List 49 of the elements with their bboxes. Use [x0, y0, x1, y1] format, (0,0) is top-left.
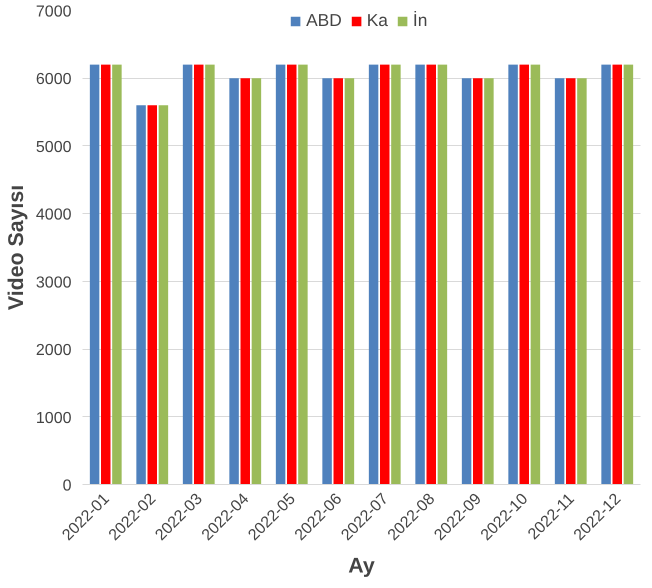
bar [112, 64, 122, 484]
bar [90, 64, 100, 484]
bar [287, 64, 296, 484]
bar [229, 78, 239, 484]
bar [276, 64, 286, 484]
y-tick-label: 7000 [36, 4, 72, 20]
bar [508, 64, 518, 484]
bar [205, 64, 215, 484]
bar [577, 78, 587, 484]
bar [484, 78, 494, 484]
bar [554, 78, 564, 484]
bar [252, 78, 262, 484]
bar [240, 78, 250, 484]
bar [624, 64, 634, 484]
legend-label: Ka [366, 10, 388, 31]
bar [148, 105, 157, 484]
bar [415, 64, 425, 484]
y-tick-label: 0 [62, 478, 72, 494]
bar [473, 78, 482, 484]
y-tick-label: 4000 [36, 206, 72, 224]
legend-label: ABD [306, 10, 342, 31]
bar [530, 64, 540, 484]
bar [334, 78, 343, 484]
bar [520, 64, 529, 484]
bar [182, 64, 192, 484]
bar [298, 64, 308, 484]
y-axis-title: Video Sayısı [4, 184, 28, 310]
bar [438, 64, 448, 484]
bar [344, 78, 354, 484]
bar [462, 78, 472, 484]
x-axis-title: Ay [348, 554, 375, 578]
bar [380, 64, 390, 484]
bar [391, 64, 401, 484]
bar [368, 64, 378, 484]
bar [426, 64, 436, 484]
bar [566, 78, 576, 484]
bar [136, 105, 146, 484]
y-tick-label: 6000 [36, 71, 72, 88]
bar [612, 64, 622, 484]
y-tick-label: 5000 [36, 138, 72, 156]
y-tick-label: 1000 [36, 410, 72, 427]
legend-label: İn [412, 10, 428, 31]
y-tick-label: 2000 [36, 342, 72, 360]
bar [194, 64, 204, 484]
y-tick-label: 3000 [36, 274, 72, 292]
bar [601, 64, 611, 484]
bar [158, 105, 168, 484]
bar [322, 78, 332, 484]
bar [101, 64, 110, 484]
